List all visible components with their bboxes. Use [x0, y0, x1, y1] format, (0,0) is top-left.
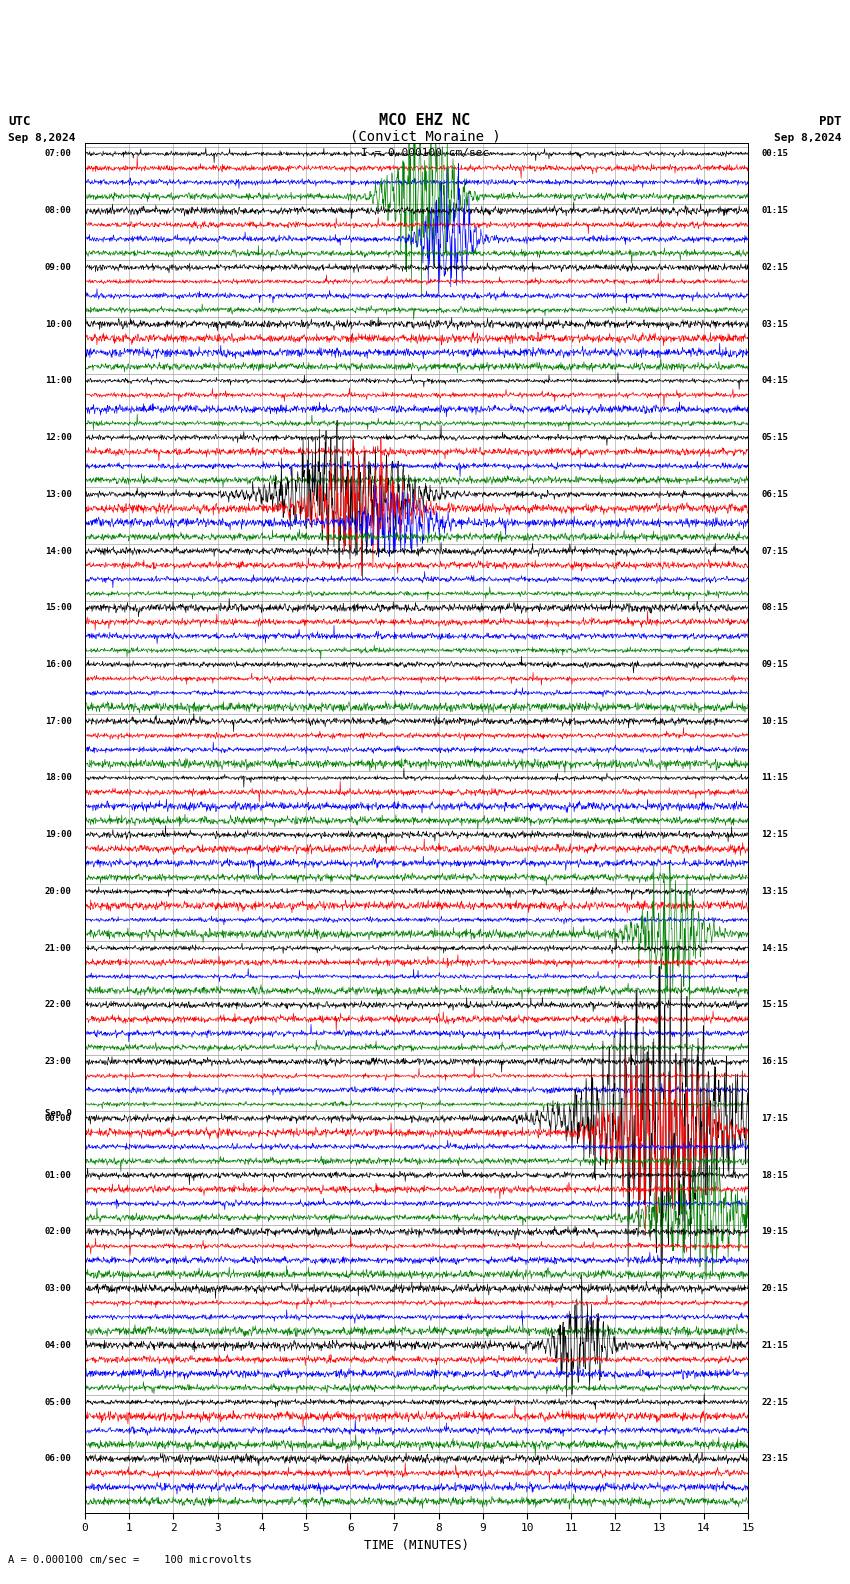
Text: Sep 8,2024: Sep 8,2024	[774, 133, 842, 144]
Text: 14:00: 14:00	[45, 546, 71, 556]
Text: 04:15: 04:15	[762, 377, 788, 385]
Text: 07:15: 07:15	[762, 546, 788, 556]
Text: A = 0.000100 cm/sec =    100 microvolts: A = 0.000100 cm/sec = 100 microvolts	[8, 1555, 252, 1565]
Text: 11:15: 11:15	[762, 773, 788, 782]
Text: 06:15: 06:15	[762, 489, 788, 499]
Text: 09:15: 09:15	[762, 661, 788, 668]
Text: 07:00: 07:00	[45, 149, 71, 158]
Text: 19:15: 19:15	[762, 1228, 788, 1237]
Text: 04:00: 04:00	[45, 1340, 71, 1350]
Text: 22:15: 22:15	[762, 1397, 788, 1407]
Text: Sep 8,2024: Sep 8,2024	[8, 133, 76, 144]
Text: 10:15: 10:15	[762, 718, 788, 725]
Text: 02:00: 02:00	[45, 1228, 71, 1237]
Text: 06:00: 06:00	[45, 1454, 71, 1464]
Text: 05:15: 05:15	[762, 432, 788, 442]
Text: 05:00: 05:00	[45, 1397, 71, 1407]
Text: MCO EHZ NC: MCO EHZ NC	[379, 112, 471, 127]
Text: 23:15: 23:15	[762, 1454, 788, 1464]
Text: 15:15: 15:15	[762, 1001, 788, 1009]
Text: 18:00: 18:00	[45, 773, 71, 782]
Text: PDT: PDT	[819, 114, 842, 127]
Text: UTC: UTC	[8, 114, 31, 127]
Text: 20:00: 20:00	[45, 887, 71, 897]
Text: 16:00: 16:00	[45, 661, 71, 668]
Text: 00:15: 00:15	[762, 149, 788, 158]
Text: 23:00: 23:00	[45, 1057, 71, 1066]
Text: 13:15: 13:15	[762, 887, 788, 897]
Text: 20:15: 20:15	[762, 1285, 788, 1293]
Text: 08:00: 08:00	[45, 206, 71, 215]
Text: 15:00: 15:00	[45, 604, 71, 613]
Text: 22:00: 22:00	[45, 1001, 71, 1009]
Text: 17:00: 17:00	[45, 718, 71, 725]
Text: 13:00: 13:00	[45, 489, 71, 499]
X-axis label: TIME (MINUTES): TIME (MINUTES)	[364, 1538, 469, 1552]
Text: 16:15: 16:15	[762, 1057, 788, 1066]
Text: 03:00: 03:00	[45, 1285, 71, 1293]
Text: 19:00: 19:00	[45, 830, 71, 840]
Text: 03:15: 03:15	[762, 320, 788, 328]
Text: 17:15: 17:15	[762, 1114, 788, 1123]
Text: 21:00: 21:00	[45, 944, 71, 952]
Text: 11:00: 11:00	[45, 377, 71, 385]
Text: 10:00: 10:00	[45, 320, 71, 328]
Text: 18:15: 18:15	[762, 1171, 788, 1180]
Text: (Convict Moraine ): (Convict Moraine )	[349, 130, 501, 144]
Text: 08:15: 08:15	[762, 604, 788, 613]
Text: 00:00: 00:00	[45, 1114, 71, 1123]
Text: 02:15: 02:15	[762, 263, 788, 272]
Text: 12:15: 12:15	[762, 830, 788, 840]
Text: 01:00: 01:00	[45, 1171, 71, 1180]
Text: I = 0.000100 cm/sec: I = 0.000100 cm/sec	[361, 149, 489, 158]
Text: Sep 9: Sep 9	[45, 1109, 71, 1118]
Text: 01:15: 01:15	[762, 206, 788, 215]
Text: 21:15: 21:15	[762, 1340, 788, 1350]
Text: 14:15: 14:15	[762, 944, 788, 952]
Text: 12:00: 12:00	[45, 432, 71, 442]
Text: 09:00: 09:00	[45, 263, 71, 272]
